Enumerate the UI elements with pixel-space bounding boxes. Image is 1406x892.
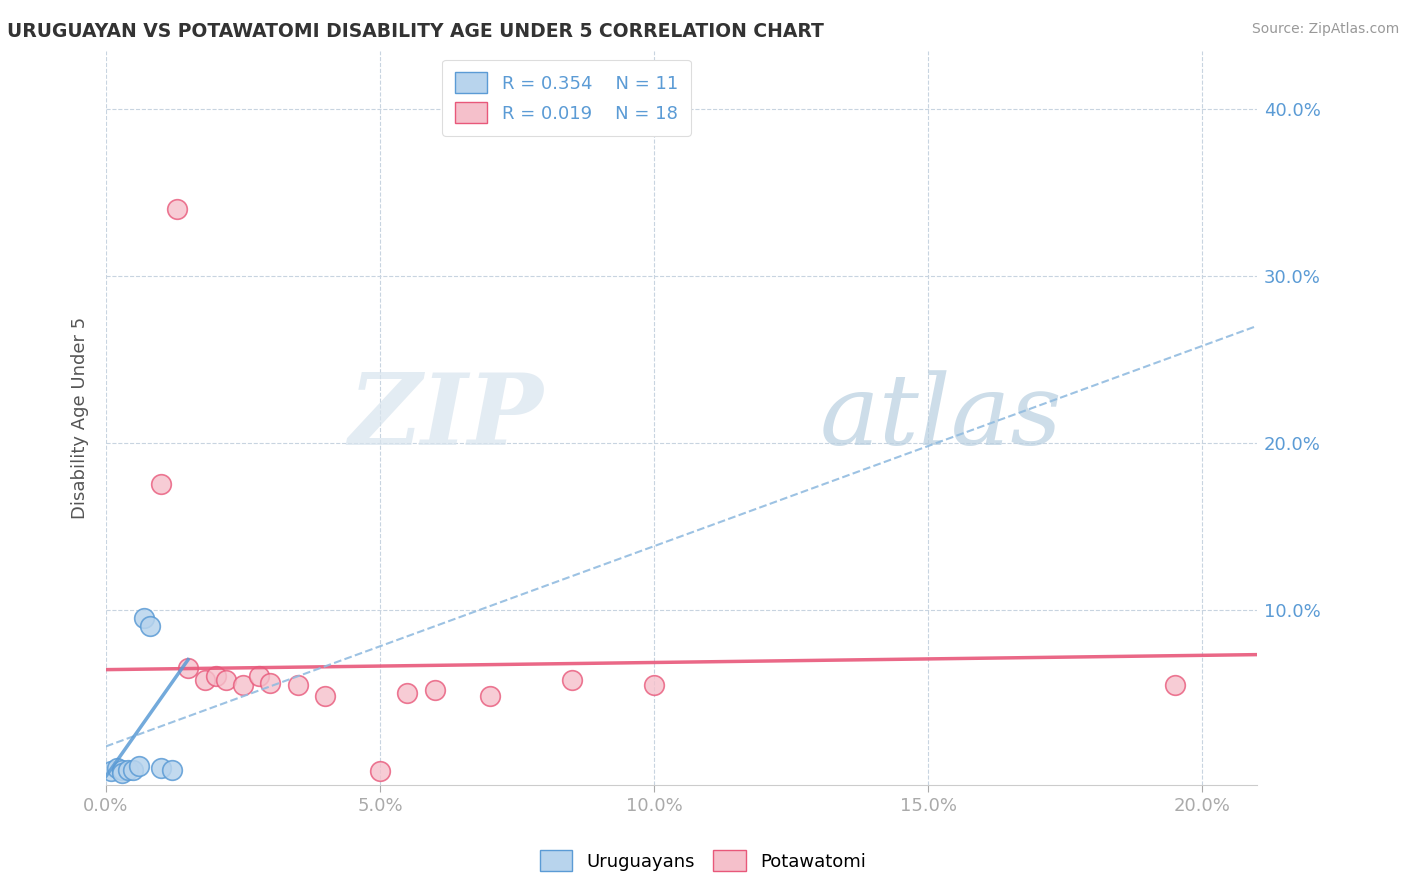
Text: atlas: atlas bbox=[820, 370, 1063, 466]
Point bbox=[368, 764, 391, 779]
Point bbox=[232, 678, 254, 692]
Point bbox=[111, 763, 134, 777]
Point bbox=[160, 763, 183, 777]
Point bbox=[128, 759, 150, 773]
Point bbox=[166, 202, 188, 216]
Point bbox=[111, 766, 134, 780]
Point bbox=[287, 678, 309, 692]
Point bbox=[314, 690, 336, 704]
Point bbox=[149, 761, 172, 775]
Point bbox=[193, 673, 215, 687]
Point bbox=[561, 673, 583, 687]
Point bbox=[478, 690, 501, 704]
Legend: Uruguayans, Potawatomi: Uruguayans, Potawatomi bbox=[533, 843, 873, 879]
Text: Source: ZipAtlas.com: Source: ZipAtlas.com bbox=[1251, 22, 1399, 37]
Point bbox=[204, 669, 226, 683]
Y-axis label: Disability Age Under 5: Disability Age Under 5 bbox=[72, 317, 89, 519]
Point bbox=[177, 661, 200, 675]
Point bbox=[643, 678, 665, 692]
Point bbox=[423, 682, 446, 697]
Point bbox=[105, 761, 128, 775]
Point bbox=[396, 686, 419, 700]
Legend: R = 0.354    N = 11, R = 0.019    N = 18: R = 0.354 N = 11, R = 0.019 N = 18 bbox=[441, 60, 690, 136]
Point bbox=[259, 676, 281, 690]
Point bbox=[139, 619, 162, 633]
Point bbox=[122, 763, 145, 777]
Text: URUGUAYAN VS POTAWATOMI DISABILITY AGE UNDER 5 CORRELATION CHART: URUGUAYAN VS POTAWATOMI DISABILITY AGE U… bbox=[7, 22, 824, 41]
Point bbox=[134, 611, 156, 625]
Point bbox=[1163, 678, 1185, 692]
Point bbox=[117, 763, 139, 777]
Point bbox=[149, 477, 172, 491]
Point bbox=[215, 673, 238, 687]
Point bbox=[100, 764, 122, 779]
Text: ZIP: ZIP bbox=[349, 369, 543, 466]
Point bbox=[247, 669, 270, 683]
